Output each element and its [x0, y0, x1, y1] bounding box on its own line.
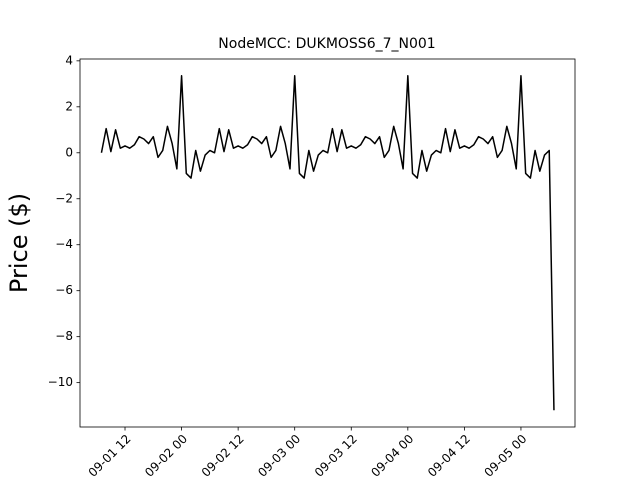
y-tick-label: −4 [55, 237, 73, 251]
x-tick-label: 09-04 00 [368, 432, 416, 480]
y-tick-label: −8 [55, 329, 73, 343]
y-tick-label: 0 [65, 145, 73, 159]
x-tick-label: 09-03 00 [255, 432, 303, 480]
plot-frame [79, 58, 576, 428]
chart-title: NodeMCC: DUKMOSS6_7_N001 [218, 36, 435, 52]
x-tick-label: 09-04 12 [425, 432, 473, 480]
y-axis-label: Price ($) [5, 193, 33, 293]
y-tick-label: −6 [55, 283, 73, 297]
x-tick-label: 09-01 12 [86, 432, 134, 480]
y-tick-label: 4 [65, 53, 73, 67]
x-tick-label: 09-05 00 [481, 432, 529, 480]
y-tick-label: −10 [48, 375, 73, 389]
x-tick-label: 09-02 12 [199, 432, 247, 480]
price-line [100, 75, 555, 411]
y-tick-label: 2 [65, 99, 73, 113]
x-tick-label: 09-03 12 [312, 432, 360, 480]
x-tick-label: 09-02 00 [142, 432, 190, 480]
y-tick-label: −2 [55, 191, 73, 205]
